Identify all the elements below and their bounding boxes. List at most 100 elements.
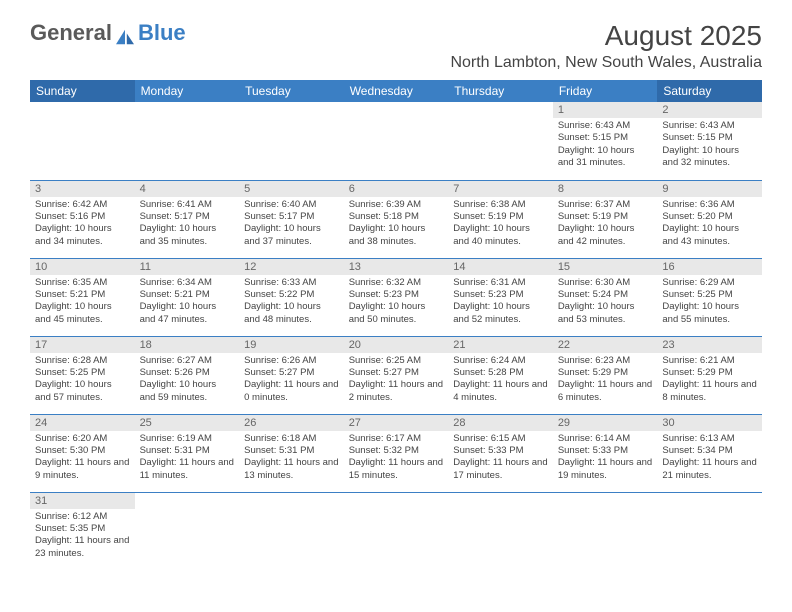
calendar-cell: 18Sunrise: 6:27 AMSunset: 5:26 PMDayligh… — [135, 336, 240, 414]
day-number: 20 — [344, 337, 449, 353]
logo: General Blue — [30, 20, 186, 46]
sunset-text: Sunset: 5:28 PM — [453, 367, 548, 379]
day-details: Sunrise: 6:26 AMSunset: 5:27 PMDaylight:… — [239, 353, 344, 407]
day-number: 10 — [30, 259, 135, 275]
daylight-text: Daylight: 10 hours and 31 minutes. — [558, 145, 653, 170]
calendar-cell — [344, 492, 449, 570]
calendar-cell: 30Sunrise: 6:13 AMSunset: 5:34 PMDayligh… — [657, 414, 762, 492]
day-number: 14 — [448, 259, 553, 275]
calendar-cell — [239, 492, 344, 570]
header: General Blue August 2025 North Lambton, … — [30, 20, 762, 72]
calendar-cell: 31Sunrise: 6:12 AMSunset: 5:35 PMDayligh… — [30, 492, 135, 570]
day-number: 24 — [30, 415, 135, 431]
calendar-cell: 6Sunrise: 6:39 AMSunset: 5:18 PMDaylight… — [344, 180, 449, 258]
day-details: Sunrise: 6:39 AMSunset: 5:18 PMDaylight:… — [344, 197, 449, 251]
title-block: August 2025 North Lambton, New South Wal… — [450, 20, 762, 72]
sunrise-text: Sunrise: 6:35 AM — [35, 277, 130, 289]
calendar-cell: 28Sunrise: 6:15 AMSunset: 5:33 PMDayligh… — [448, 414, 553, 492]
day-details: Sunrise: 6:13 AMSunset: 5:34 PMDaylight:… — [657, 431, 762, 485]
calendar-cell: 15Sunrise: 6:30 AMSunset: 5:24 PMDayligh… — [553, 258, 658, 336]
day-details: Sunrise: 6:30 AMSunset: 5:24 PMDaylight:… — [553, 275, 658, 329]
calendar-cell: 26Sunrise: 6:18 AMSunset: 5:31 PMDayligh… — [239, 414, 344, 492]
calendar-table: SundayMondayTuesdayWednesdayThursdayFrid… — [30, 80, 762, 570]
sunset-text: Sunset: 5:33 PM — [453, 445, 548, 457]
sunset-text: Sunset: 5:16 PM — [35, 211, 130, 223]
logo-text-general: General — [30, 20, 112, 46]
daylight-text: Daylight: 10 hours and 35 minutes. — [140, 223, 235, 248]
daylight-text: Daylight: 11 hours and 19 minutes. — [558, 457, 653, 482]
calendar-cell: 12Sunrise: 6:33 AMSunset: 5:22 PMDayligh… — [239, 258, 344, 336]
sunrise-text: Sunrise: 6:26 AM — [244, 355, 339, 367]
daylight-text: Daylight: 10 hours and 34 minutes. — [35, 223, 130, 248]
daylight-text: Daylight: 11 hours and 23 minutes. — [35, 535, 130, 560]
sunrise-text: Sunrise: 6:29 AM — [662, 277, 757, 289]
calendar-cell: 3Sunrise: 6:42 AMSunset: 5:16 PMDaylight… — [30, 180, 135, 258]
calendar-row: 1Sunrise: 6:43 AMSunset: 5:15 PMDaylight… — [30, 102, 762, 180]
calendar-cell: 29Sunrise: 6:14 AMSunset: 5:33 PMDayligh… — [553, 414, 658, 492]
sunset-text: Sunset: 5:21 PM — [35, 289, 130, 301]
calendar-cell — [344, 102, 449, 180]
day-number: 13 — [344, 259, 449, 275]
calendar-cell: 24Sunrise: 6:20 AMSunset: 5:30 PMDayligh… — [30, 414, 135, 492]
day-number: 22 — [553, 337, 658, 353]
day-number: 26 — [239, 415, 344, 431]
calendar-cell: 19Sunrise: 6:26 AMSunset: 5:27 PMDayligh… — [239, 336, 344, 414]
sunrise-text: Sunrise: 6:20 AM — [35, 433, 130, 445]
day-details: Sunrise: 6:25 AMSunset: 5:27 PMDaylight:… — [344, 353, 449, 407]
day-number: 17 — [30, 337, 135, 353]
sunset-text: Sunset: 5:29 PM — [558, 367, 653, 379]
sunrise-text: Sunrise: 6:41 AM — [140, 199, 235, 211]
day-details: Sunrise: 6:33 AMSunset: 5:22 PMDaylight:… — [239, 275, 344, 329]
daylight-text: Daylight: 10 hours and 37 minutes. — [244, 223, 339, 248]
calendar-cell: 25Sunrise: 6:19 AMSunset: 5:31 PMDayligh… — [135, 414, 240, 492]
location: North Lambton, New South Wales, Australi… — [450, 54, 762, 72]
daylight-text: Daylight: 10 hours and 43 minutes. — [662, 223, 757, 248]
calendar-cell — [553, 492, 658, 570]
daylight-text: Daylight: 11 hours and 21 minutes. — [662, 457, 757, 482]
day-number: 12 — [239, 259, 344, 275]
calendar-cell: 1Sunrise: 6:43 AMSunset: 5:15 PMDaylight… — [553, 102, 658, 180]
sunset-text: Sunset: 5:25 PM — [662, 289, 757, 301]
day-details: Sunrise: 6:41 AMSunset: 5:17 PMDaylight:… — [135, 197, 240, 251]
day-header: Sunday — [30, 80, 135, 102]
day-number: 19 — [239, 337, 344, 353]
sunrise-text: Sunrise: 6:27 AM — [140, 355, 235, 367]
calendar-cell: 21Sunrise: 6:24 AMSunset: 5:28 PMDayligh… — [448, 336, 553, 414]
day-number: 4 — [135, 181, 240, 197]
sunset-text: Sunset: 5:23 PM — [349, 289, 444, 301]
sunset-text: Sunset: 5:24 PM — [558, 289, 653, 301]
day-number: 2 — [657, 102, 762, 118]
daylight-text: Daylight: 10 hours and 38 minutes. — [349, 223, 444, 248]
day-details: Sunrise: 6:29 AMSunset: 5:25 PMDaylight:… — [657, 275, 762, 329]
daylight-text: Daylight: 11 hours and 13 minutes. — [244, 457, 339, 482]
calendar-cell: 14Sunrise: 6:31 AMSunset: 5:23 PMDayligh… — [448, 258, 553, 336]
calendar-cell: 7Sunrise: 6:38 AMSunset: 5:19 PMDaylight… — [448, 180, 553, 258]
daylight-text: Daylight: 10 hours and 45 minutes. — [35, 301, 130, 326]
daylight-text: Daylight: 10 hours and 53 minutes. — [558, 301, 653, 326]
day-number: 15 — [553, 259, 658, 275]
day-number: 1 — [553, 102, 658, 118]
sunset-text: Sunset: 5:23 PM — [453, 289, 548, 301]
sunset-text: Sunset: 5:17 PM — [140, 211, 235, 223]
daylight-text: Daylight: 10 hours and 42 minutes. — [558, 223, 653, 248]
sunrise-text: Sunrise: 6:17 AM — [349, 433, 444, 445]
daylight-text: Daylight: 10 hours and 52 minutes. — [453, 301, 548, 326]
sunrise-text: Sunrise: 6:14 AM — [558, 433, 653, 445]
calendar-cell — [135, 492, 240, 570]
sunrise-text: Sunrise: 6:23 AM — [558, 355, 653, 367]
sunset-text: Sunset: 5:27 PM — [349, 367, 444, 379]
day-number: 31 — [30, 493, 135, 509]
sunrise-text: Sunrise: 6:32 AM — [349, 277, 444, 289]
day-details: Sunrise: 6:21 AMSunset: 5:29 PMDaylight:… — [657, 353, 762, 407]
calendar-cell: 16Sunrise: 6:29 AMSunset: 5:25 PMDayligh… — [657, 258, 762, 336]
day-number: 23 — [657, 337, 762, 353]
day-number: 6 — [344, 181, 449, 197]
day-header: Friday — [553, 80, 658, 102]
day-number: 5 — [239, 181, 344, 197]
day-number: 16 — [657, 259, 762, 275]
day-number: 25 — [135, 415, 240, 431]
day-number: 29 — [553, 415, 658, 431]
calendar-cell: 9Sunrise: 6:36 AMSunset: 5:20 PMDaylight… — [657, 180, 762, 258]
day-number: 27 — [344, 415, 449, 431]
day-number: 21 — [448, 337, 553, 353]
